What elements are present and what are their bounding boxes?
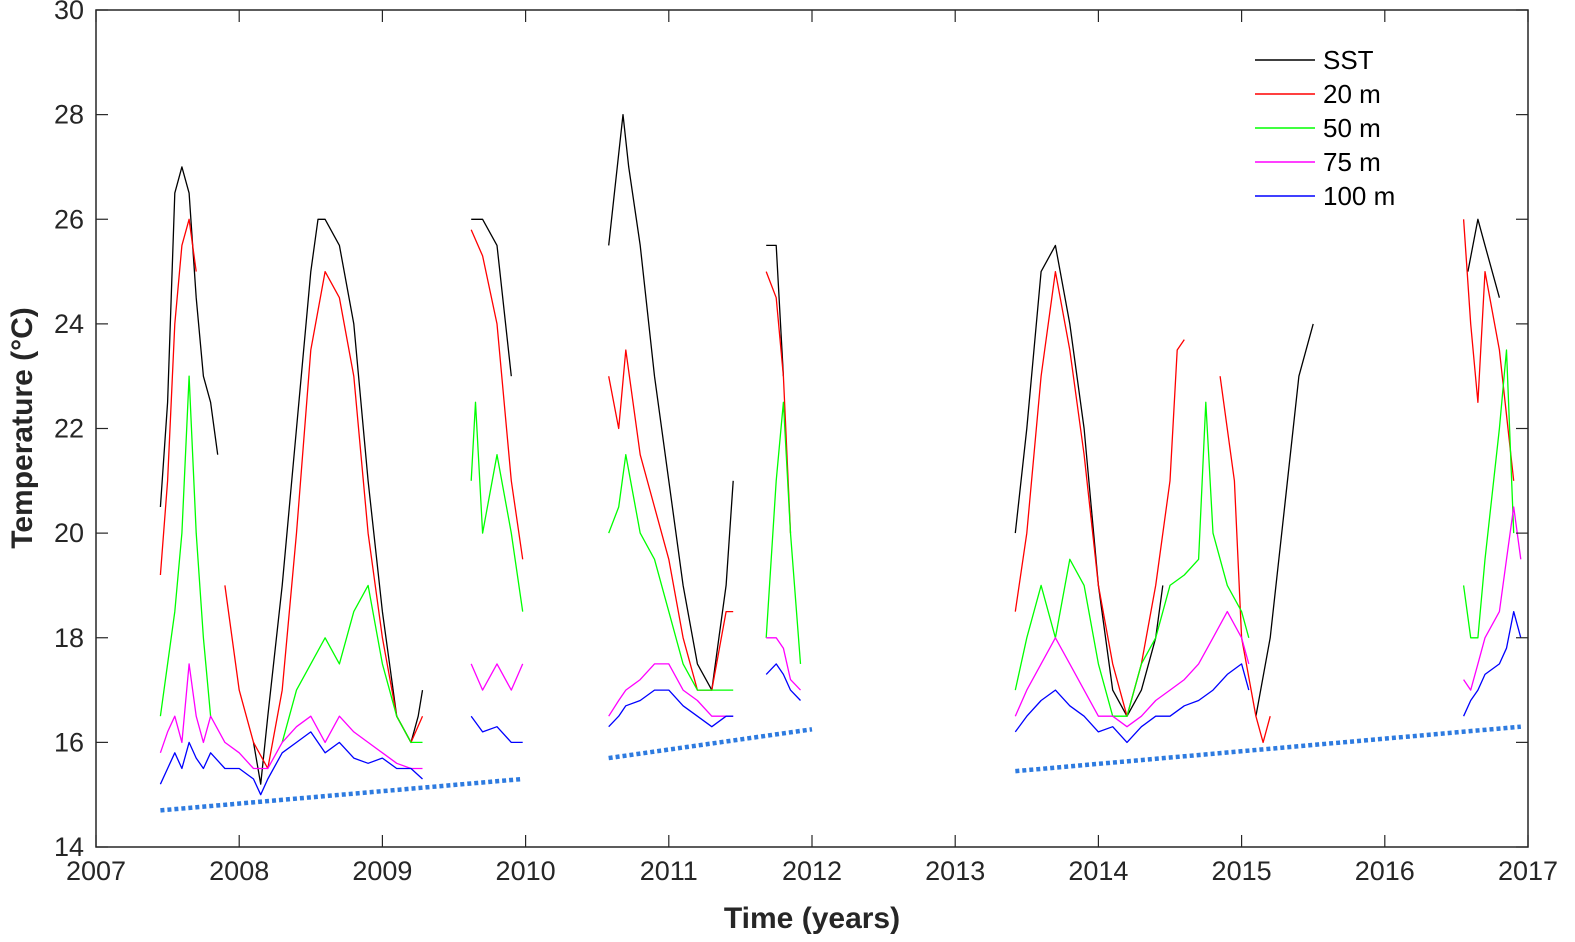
y-tick-label: 20: [54, 518, 84, 548]
legend-label: SST: [1323, 45, 1374, 75]
series-segment: [252, 218, 424, 785]
legend-label: 100 m: [1323, 181, 1395, 211]
y-tick-label: 14: [54, 832, 84, 862]
trend-line: [1015, 724, 1522, 774]
series-segment: [1463, 610, 1522, 717]
y-axis-title: Temperature (°C): [6, 307, 39, 548]
y-tick-label: 30: [54, 0, 84, 25]
series-segment: [608, 349, 734, 691]
series-segment: [1462, 349, 1515, 639]
y-tick-label: 28: [54, 100, 84, 130]
series-segment: [159, 166, 219, 508]
legend-label: 20 m: [1323, 79, 1381, 109]
series-segment: [1463, 506, 1522, 691]
series-50-m: [159, 349, 1515, 744]
series-segment: [608, 454, 734, 691]
series-segment: [608, 113, 734, 691]
series-75-m: [159, 506, 1522, 770]
trend-line: [608, 727, 813, 761]
series-segment: [470, 715, 523, 744]
x-tick-label: 2009: [352, 856, 412, 886]
series-segment: [159, 218, 197, 576]
series-segment: [1014, 270, 1185, 717]
x-tick-label: 2008: [209, 856, 269, 886]
x-tick-label: 2012: [782, 856, 842, 886]
x-tick-label: 2011: [640, 856, 698, 886]
series-segment: [608, 689, 734, 728]
series-segment: [159, 663, 423, 770]
series-segment: [1219, 376, 1271, 744]
series-100-m: [159, 610, 1522, 796]
x-tick-label: 2015: [1212, 856, 1272, 886]
series-segment: [1467, 218, 1501, 298]
series-sst: [159, 113, 1501, 785]
x-tick-label: 2014: [1068, 856, 1128, 886]
series-segment: [1014, 244, 1164, 717]
trend-lines: [160, 724, 1522, 813]
y-tick-label: 18: [54, 623, 84, 653]
x-tick-label: 2010: [496, 856, 556, 886]
series-segment: [159, 375, 212, 717]
series-segment: [470, 229, 524, 560]
series-segment: [470, 401, 524, 612]
y-tick-label: 22: [54, 414, 84, 444]
x-tick-label: 2017: [1498, 856, 1558, 886]
trend-line: [160, 776, 523, 813]
x-tick-label: 2016: [1355, 856, 1415, 886]
x-tick-label: 2007: [66, 856, 126, 886]
series-segment: [608, 663, 734, 717]
y-tick-label: 24: [54, 309, 84, 339]
series-segment: [1462, 219, 1515, 481]
series-segment: [1255, 323, 1314, 717]
series-segment: [1014, 401, 1250, 717]
series-segment: [765, 663, 801, 701]
legend: SST 20 m 50 m 75 m 100 m: [1255, 45, 1395, 211]
y-tick-label: 16: [54, 727, 84, 757]
series-segment: [471, 218, 512, 377]
series-segment: [470, 663, 524, 691]
x-axis-title: Time (years): [724, 902, 900, 935]
series-segment: [765, 271, 792, 534]
axes-box: [95, 9, 1529, 848]
legend-label: 50 m: [1323, 113, 1381, 143]
series-20-m: [159, 218, 1515, 770]
series-segment: [1014, 610, 1250, 728]
series-segment: [765, 401, 802, 664]
legend-label: 75 m: [1323, 147, 1381, 177]
series-segment: [281, 584, 423, 744]
plot-area: [159, 113, 1522, 813]
series-segment: [224, 270, 424, 770]
y-tick-label: 26: [54, 204, 84, 234]
series-segment: [1014, 663, 1250, 744]
axis-ticks: 2007 2008 2009 2010 2011 2012 2013 2014 2015 2016…: [54, 0, 1558, 886]
series-segment: [766, 637, 801, 691]
x-tick-label: 2013: [925, 856, 985, 886]
series-segment: [159, 731, 423, 796]
series-segment: [766, 244, 785, 377]
